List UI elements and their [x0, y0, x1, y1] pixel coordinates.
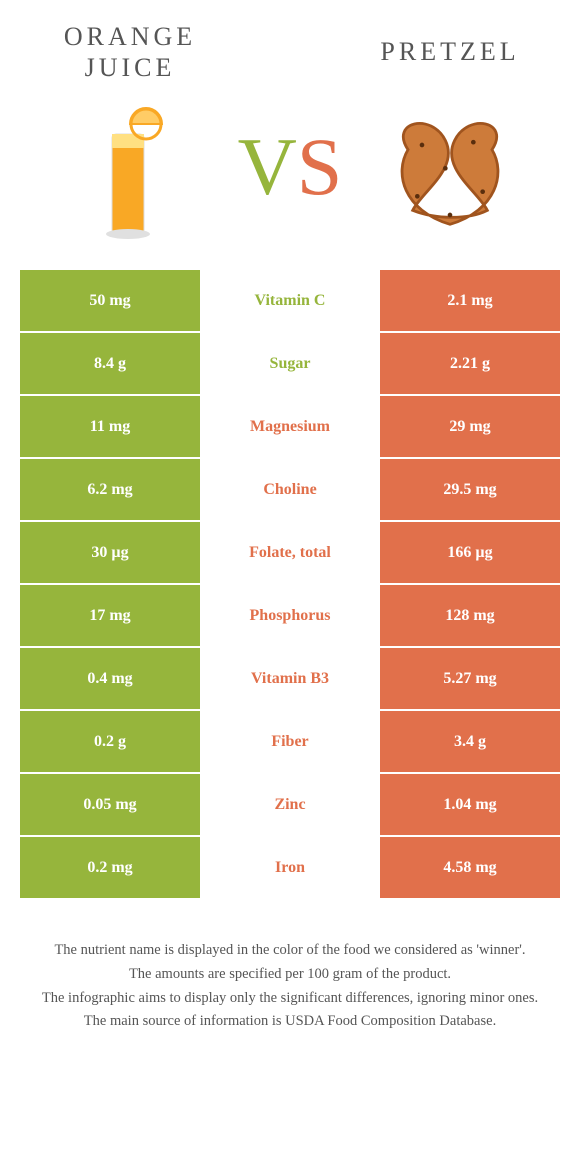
- left-value: 30 µg: [20, 522, 200, 583]
- table-row: 17 mgPhosphorus128 mg: [20, 585, 560, 648]
- orange-juice-icon: [60, 98, 200, 248]
- nutrient-label: Iron: [200, 837, 380, 898]
- nutrient-label: Choline: [200, 459, 380, 520]
- table-row: 8.4 gSugar2.21 g: [20, 333, 560, 396]
- table-row: 30 µgFolate, total166 µg: [20, 522, 560, 585]
- nutrient-label: Vitamin C: [200, 270, 380, 331]
- table-row: 6.2 mgCholine29.5 mg: [20, 459, 560, 522]
- left-value: 0.2 g: [20, 711, 200, 772]
- pretzel-icon: [380, 98, 520, 248]
- vs-s: S: [297, 120, 343, 214]
- table-row: 0.05 mgZinc1.04 mg: [20, 774, 560, 837]
- right-value: 2.1 mg: [380, 270, 560, 331]
- left-value: 50 mg: [20, 270, 200, 331]
- footer-notes: The nutrient name is displayed in the co…: [0, 940, 580, 1033]
- left-food-title: ORANGE JUICE: [64, 20, 196, 84]
- left-value: 6.2 mg: [20, 459, 200, 520]
- left-value: 0.05 mg: [20, 774, 200, 835]
- table-row: 0.4 mgVitamin B35.27 mg: [20, 648, 560, 711]
- table-row: 0.2 mgIron4.58 mg: [20, 837, 560, 900]
- footer-line: The main source of information is USDA F…: [30, 1011, 550, 1033]
- right-value: 29.5 mg: [380, 459, 560, 520]
- right-food-title: Pretzel: [380, 20, 519, 84]
- nutrient-label: Folate, total: [200, 522, 380, 583]
- right-value: 3.4 g: [380, 711, 560, 772]
- left-value: 0.4 mg: [20, 648, 200, 709]
- right-value: 128 mg: [380, 585, 560, 646]
- left-value: 11 mg: [20, 396, 200, 457]
- footer-line: The nutrient name is displayed in the co…: [30, 940, 550, 962]
- footer-line: The amounts are specified per 100 gram o…: [30, 964, 550, 986]
- right-value: 4.58 mg: [380, 837, 560, 898]
- nutrient-label: Phosphorus: [200, 585, 380, 646]
- footer-line: The infographic aims to display only the…: [30, 988, 550, 1010]
- table-row: 0.2 gFiber3.4 g: [20, 711, 560, 774]
- right-value: 166 µg: [380, 522, 560, 583]
- nutrient-label: Fiber: [200, 711, 380, 772]
- comparison-table: 50 mgVitamin C2.1 mg8.4 gSugar2.21 g11 m…: [20, 268, 560, 900]
- nutrient-label: Sugar: [200, 333, 380, 394]
- left-value: 17 mg: [20, 585, 200, 646]
- right-value: 5.27 mg: [380, 648, 560, 709]
- nutrient-label: Vitamin B3: [200, 648, 380, 709]
- table-row: 11 mgMagnesium29 mg: [20, 396, 560, 459]
- header: ORANGE JUICE VS Pretzel: [0, 0, 580, 258]
- vs-v: V: [238, 120, 297, 214]
- right-value: 1.04 mg: [380, 774, 560, 835]
- left-value: 8.4 g: [20, 333, 200, 394]
- table-row: 50 mgVitamin C2.1 mg: [20, 270, 560, 333]
- right-food-block: Pretzel: [350, 20, 550, 248]
- left-food-block: ORANGE JUICE: [30, 20, 230, 248]
- right-value: 2.21 g: [380, 333, 560, 394]
- left-value: 0.2 mg: [20, 837, 200, 898]
- vs-label: VS: [230, 120, 350, 214]
- nutrient-label: Magnesium: [200, 396, 380, 457]
- right-value: 29 mg: [380, 396, 560, 457]
- nutrient-label: Zinc: [200, 774, 380, 835]
